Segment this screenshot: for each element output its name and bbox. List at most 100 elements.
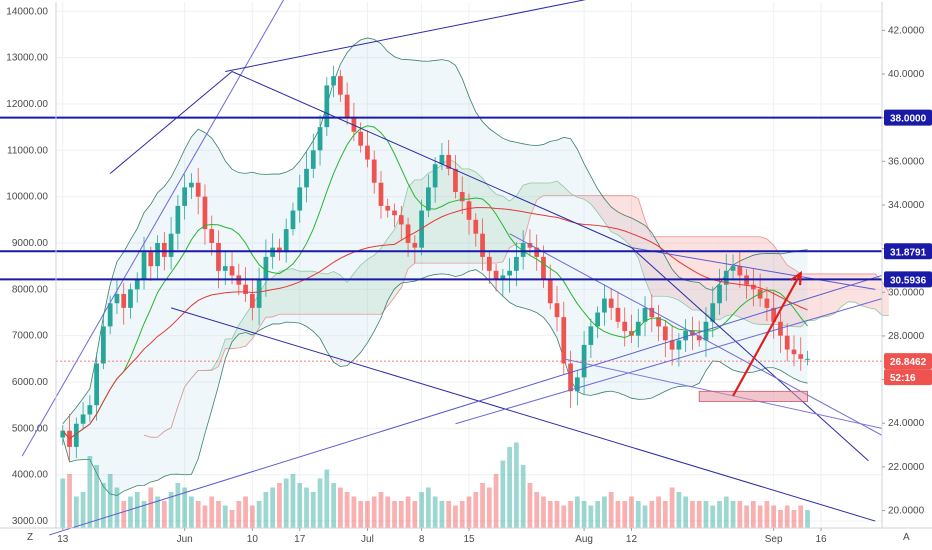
- volume-bar: [561, 505, 567, 528]
- volume-bar: [351, 496, 357, 528]
- x-tick-label: Jun: [177, 534, 193, 545]
- log-scale-toggle[interactable]: Z: [27, 532, 33, 543]
- cloud-segment: [672, 236, 679, 301]
- candle-body: [710, 303, 716, 322]
- volume-bar: [73, 496, 79, 528]
- volume-bar: [473, 492, 479, 528]
- volume-bar: [277, 483, 282, 528]
- candle-body: [337, 76, 343, 95]
- cloud-segment: [624, 195, 632, 248]
- volume-bar: [236, 501, 242, 528]
- candle-body: [243, 284, 248, 294]
- candle-body: [128, 289, 133, 308]
- cloud-segment: [868, 273, 876, 310]
- candle-body: [608, 298, 614, 308]
- volume-bar: [798, 505, 804, 528]
- volume-bar: [114, 487, 120, 528]
- cloud-segment: [387, 229, 395, 306]
- volume-bar: [263, 492, 269, 528]
- volume-bar: [385, 496, 391, 528]
- candle-body: [547, 280, 553, 304]
- candle-body: [764, 298, 770, 308]
- right-tick-label: 34.0000: [888, 200, 925, 211]
- cloud-segment: [380, 238, 388, 315]
- cloud-segment: [299, 271, 307, 315]
- cloud-segment: [367, 255, 375, 315]
- volume-bar: [121, 501, 127, 528]
- auto-scale-toggle[interactable]: A: [903, 532, 910, 543]
- candle-body: [473, 219, 479, 234]
- cloud-segment: [313, 271, 321, 315]
- candle-body: [554, 303, 560, 318]
- volume-bar: [290, 474, 296, 528]
- volume-bar: [243, 496, 248, 528]
- volume-bar: [622, 501, 628, 528]
- candle-body: [662, 326, 668, 341]
- volume-bar: [331, 483, 336, 528]
- candle-body: [439, 154, 445, 165]
- candle-body: [175, 205, 181, 234]
- volume-bar: [649, 501, 655, 528]
- target-zone-box: [698, 390, 808, 402]
- volume-bar: [202, 505, 208, 528]
- cloud-segment: [279, 269, 287, 315]
- candle-body: [426, 187, 431, 211]
- horizontal-levels[interactable]: [0, 116, 882, 362]
- annotations[interactable]: [698, 270, 808, 402]
- volume-bar: [750, 501, 756, 528]
- volume-bar: [717, 501, 722, 528]
- cloud-segment: [516, 185, 524, 244]
- volume-bar: [547, 501, 553, 528]
- candle-body: [148, 252, 154, 267]
- trend-lines[interactable]: [21, 0, 883, 536]
- volume-bar: [256, 501, 262, 528]
- volume-bar: [500, 460, 506, 528]
- candle-body: [229, 266, 235, 276]
- trend-line: [225, 0, 587, 73]
- x-tick-label: 13: [57, 534, 69, 545]
- volume-bar: [696, 501, 702, 528]
- volume-bar: [405, 496, 411, 528]
- cloud-segment: [726, 236, 734, 316]
- candle-body: [561, 317, 567, 364]
- x-tick-label: 16: [816, 534, 828, 545]
- candle-body: [283, 229, 289, 253]
- x-tick-label: 8: [419, 534, 425, 545]
- volume-bar: [690, 501, 695, 528]
- right-tick-label: 42.0000: [888, 25, 925, 36]
- left-tick-label: 7000.00: [12, 331, 49, 342]
- volume-bar: [168, 492, 174, 528]
- candle-body: [453, 168, 458, 193]
- candle-body: [134, 280, 140, 290]
- volume-bar: [588, 505, 594, 528]
- volume-bar: [67, 474, 72, 528]
- cloud-segment: [841, 273, 849, 307]
- volume-bar: [791, 510, 797, 528]
- volume-bar: [229, 510, 235, 528]
- cloud-segment: [773, 245, 781, 325]
- cloud-segment: [577, 195, 585, 200]
- candle-body: [527, 242, 533, 248]
- right-tick-label: 36.0000: [888, 156, 925, 167]
- volume-bar: [520, 465, 526, 528]
- candle-body: [189, 182, 194, 188]
- candle-body: [717, 284, 722, 304]
- candle-body: [602, 298, 607, 313]
- candle-body: [805, 358, 810, 360]
- candle-body: [784, 335, 790, 350]
- volume-bar: [398, 501, 404, 528]
- candle-body: [249, 293, 255, 308]
- cloud-segment: [685, 236, 693, 310]
- candle-body: [676, 340, 682, 350]
- volume-bar: [209, 496, 215, 528]
- volume-bar: [419, 492, 424, 528]
- trend-line: [631, 247, 876, 290]
- volume-bar: [439, 501, 445, 528]
- volume-bar: [80, 492, 86, 528]
- cloud-segment: [611, 195, 618, 236]
- cloud-segment: [787, 265, 794, 327]
- candle-body: [195, 182, 201, 197]
- cloud-segment: [861, 273, 869, 308]
